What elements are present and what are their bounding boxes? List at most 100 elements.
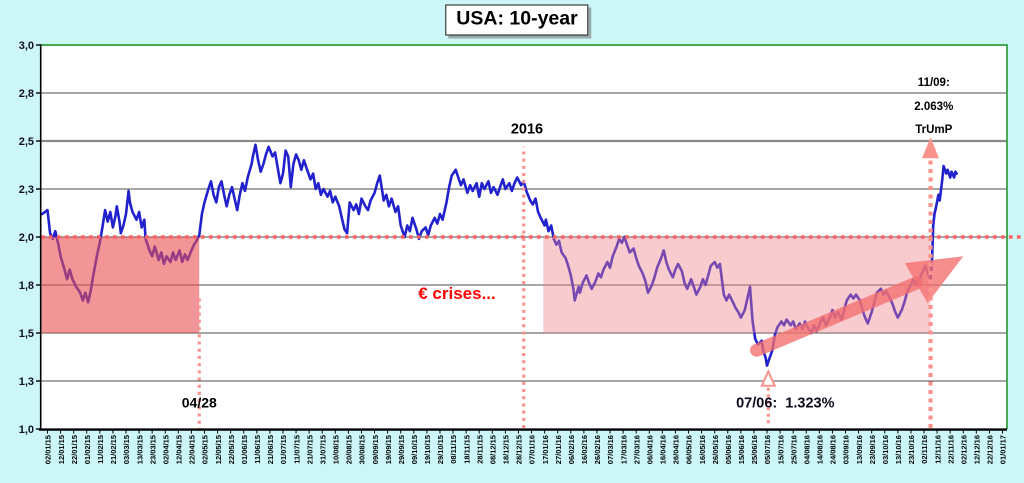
x-tick-label: 19/10/15 <box>423 435 432 464</box>
x-tick-label: 06/05/16 <box>685 435 694 464</box>
chart-title: USA: 10-year <box>456 7 578 30</box>
x-tick-label: 05/06/16 <box>724 435 733 464</box>
x-tick-label: 28/12/15 <box>515 435 524 464</box>
y-tick-label: 1,0 <box>19 424 34 436</box>
y-tick-label: 2,8 <box>19 88 34 100</box>
shaded-region-2015 <box>41 237 200 333</box>
x-tick-label: 16/05/16 <box>698 435 707 464</box>
y-tick-label: 2,3 <box>19 184 34 196</box>
y-tick-label: 1,5 <box>19 328 34 340</box>
x-tick-label: 02/01/15 <box>44 435 53 464</box>
x-tick-label: 18/12/15 <box>502 435 511 464</box>
x-tick-label: 27/03/16 <box>632 435 641 464</box>
x-tick-label: 17/01/16 <box>541 435 550 464</box>
x-tick-label: 29/09/15 <box>397 435 406 464</box>
x-tick-label: 15/07/16 <box>776 435 785 464</box>
x-tick-label: 08/11/15 <box>449 435 458 464</box>
x-tick-label: 03/03/15 <box>122 435 131 464</box>
x-tick-label: 13/09/16 <box>855 435 864 464</box>
x-tick-label: 19/09/15 <box>384 435 393 464</box>
x-tick-label: 23/10/16 <box>907 435 916 464</box>
vline-trump-arrowhead-icon <box>922 137 939 159</box>
x-tick-label: 02/05/15 <box>201 435 210 464</box>
annotation-trump-value: 2.063% <box>914 101 954 114</box>
x-tick-label: 11/06/15 <box>253 435 262 464</box>
x-tick-label: 26/02/16 <box>593 435 602 464</box>
x-tick-label: 08/12/15 <box>488 435 497 464</box>
x-tick-label: 03/10/16 <box>881 435 890 464</box>
x-tick-label: 25/06/16 <box>750 435 759 464</box>
annotation-2016-year: 2016 <box>510 121 544 138</box>
x-tick-label: 12/04/15 <box>175 435 184 464</box>
y-tick-label: 2,0 <box>19 232 34 244</box>
annotation-trump-name: TrUmP <box>915 124 953 137</box>
x-tick-label: 23/09/16 <box>868 435 877 464</box>
shaded-region-2016 <box>543 237 931 333</box>
x-tick-label: 21/02/15 <box>109 435 118 464</box>
y-tick-label: 1,8 <box>19 280 34 292</box>
y-tick-label: 2,5 <box>19 136 34 148</box>
x-tick-label: 16/04/16 <box>659 435 668 464</box>
annotation-trump-date: 11/09: <box>917 77 950 90</box>
x-tick-label: 22/05/15 <box>227 435 236 464</box>
x-tick-label: 05/07/16 <box>763 435 772 464</box>
x-tick-label: 01/02/15 <box>83 435 92 464</box>
x-tick-label: 12/12/16 <box>973 435 982 464</box>
x-tick-label: 30/08/15 <box>358 435 367 464</box>
x-tick-label: 20/08/15 <box>345 435 354 464</box>
x-tick-label: 27/01/16 <box>554 435 563 464</box>
y-tick-label: 1,3 <box>19 376 34 388</box>
x-tick-label: 13/10/16 <box>894 435 903 464</box>
annotation-0706-low: 07/06: 1.323% <box>736 395 835 412</box>
x-tick-label: 22/11/16 <box>946 435 955 464</box>
x-tick-label: 16/02/16 <box>580 435 589 464</box>
x-tick-label: 29/10/15 <box>436 435 445 464</box>
x-tick-label: 07/01/16 <box>528 435 537 464</box>
x-tick-label: 24/08/16 <box>829 435 838 464</box>
x-tick-label: 09/10/15 <box>410 435 419 464</box>
chart-title-box: USA: 10-year <box>445 4 589 36</box>
x-tick-label: 13/03/15 <box>135 435 144 464</box>
x-tick-label: 12/05/15 <box>214 435 223 464</box>
x-tick-label: 03/09/16 <box>842 435 851 464</box>
x-tick-label: 12/01/15 <box>57 435 66 464</box>
x-tick-label: 21/07/15 <box>305 435 314 464</box>
x-tick-label: 10/08/15 <box>332 435 341 464</box>
x-tick-label: 02/12/16 <box>959 435 968 464</box>
x-tick-label: 25/07/16 <box>789 435 798 464</box>
x-tick-label: 22/01/15 <box>70 435 79 464</box>
x-tick-label: 23/03/15 <box>148 435 157 464</box>
annotation-euro-crises: € crises... <box>418 283 496 303</box>
trend-arrow-head <box>904 256 964 304</box>
x-tick-label: 06/04/16 <box>645 435 654 464</box>
trend-arrow-body <box>750 276 923 357</box>
x-tick-label: 26/04/16 <box>672 435 681 464</box>
x-tick-label: 12/11/16 <box>933 435 942 464</box>
y-tick-label: 3,0 <box>19 40 34 52</box>
x-tick-label: 21/06/15 <box>266 435 275 464</box>
x-tick-label: 28/11/15 <box>475 435 484 464</box>
vline-0706-arrowhead-icon <box>760 368 777 387</box>
x-tick-label: 11/02/15 <box>96 435 105 464</box>
x-tick-label: 14/08/16 <box>816 435 825 464</box>
x-tick-label: 01/07/15 <box>279 435 288 464</box>
x-tick-label: 18/11/15 <box>462 435 471 464</box>
x-tick-label: 15/06/16 <box>737 435 746 464</box>
x-tick-label: 17/03/16 <box>619 435 628 464</box>
x-tick-label: 31/07/15 <box>318 435 327 464</box>
x-tick-label: 11/07/15 <box>292 435 301 464</box>
annotation-0428-date: 04/28 <box>181 394 217 411</box>
x-tick-label: 09/09/15 <box>371 435 380 464</box>
x-tick-label: 26/05/16 <box>711 435 720 464</box>
x-tick-label: 22/12/16 <box>986 435 995 464</box>
x-tick-label: 02/11/16 <box>920 435 929 464</box>
x-tick-label: 06/02/16 <box>567 435 576 464</box>
x-tick-label: 07/03/16 <box>606 435 615 464</box>
x-tick-label: 01/01/17 <box>999 435 1008 464</box>
x-tick-label: 22/04/15 <box>188 435 197 464</box>
x-tick-label: 04/08/16 <box>802 435 811 464</box>
x-tick-label: 01/06/15 <box>240 435 249 464</box>
x-tick-label: 02/04/15 <box>161 435 170 464</box>
